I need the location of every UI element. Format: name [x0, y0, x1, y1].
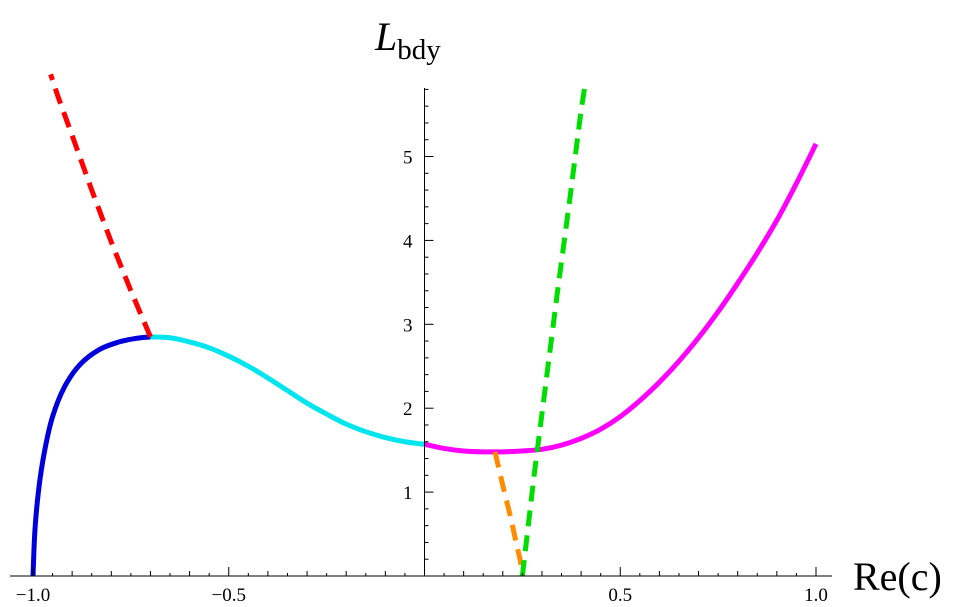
x-tick-label: −1.0 — [16, 585, 50, 606]
y-tick-label: 4 — [403, 231, 413, 252]
series-4-curve — [492, 451, 525, 577]
y-axis-title-sub: bdy — [397, 34, 441, 66]
y-tick-label: 3 — [403, 315, 413, 336]
series-3-curve — [48, 73, 153, 338]
y-tick-label: 5 — [403, 148, 413, 169]
y-tick-label: 2 — [403, 399, 413, 420]
y-tick-label: 1 — [403, 483, 413, 504]
series-1-curve — [150, 334, 425, 447]
x-ticks: −1.0 −0.5 0.5 1.0 — [16, 567, 828, 606]
axes-layer: −1.0 −0.5 0.5 1.0 1 2 3 4 5 — [10, 88, 832, 606]
x-axis-title: Re(c) — [853, 554, 942, 599]
y-axis-title: Lbdy — [374, 14, 441, 66]
x-tick-label: −0.5 — [212, 585, 246, 606]
series-5-curve — [519, 84, 588, 577]
series-0-curve — [30, 334, 151, 577]
curves-layer — [30, 73, 819, 577]
x-tick-label: 0.5 — [608, 585, 632, 606]
y-ticks: 1 2 3 4 5 — [403, 88, 434, 560]
y-axis-title-main: L — [374, 14, 397, 59]
series-2-curve — [423, 142, 819, 455]
x-tick-label: 1.0 — [804, 585, 828, 606]
